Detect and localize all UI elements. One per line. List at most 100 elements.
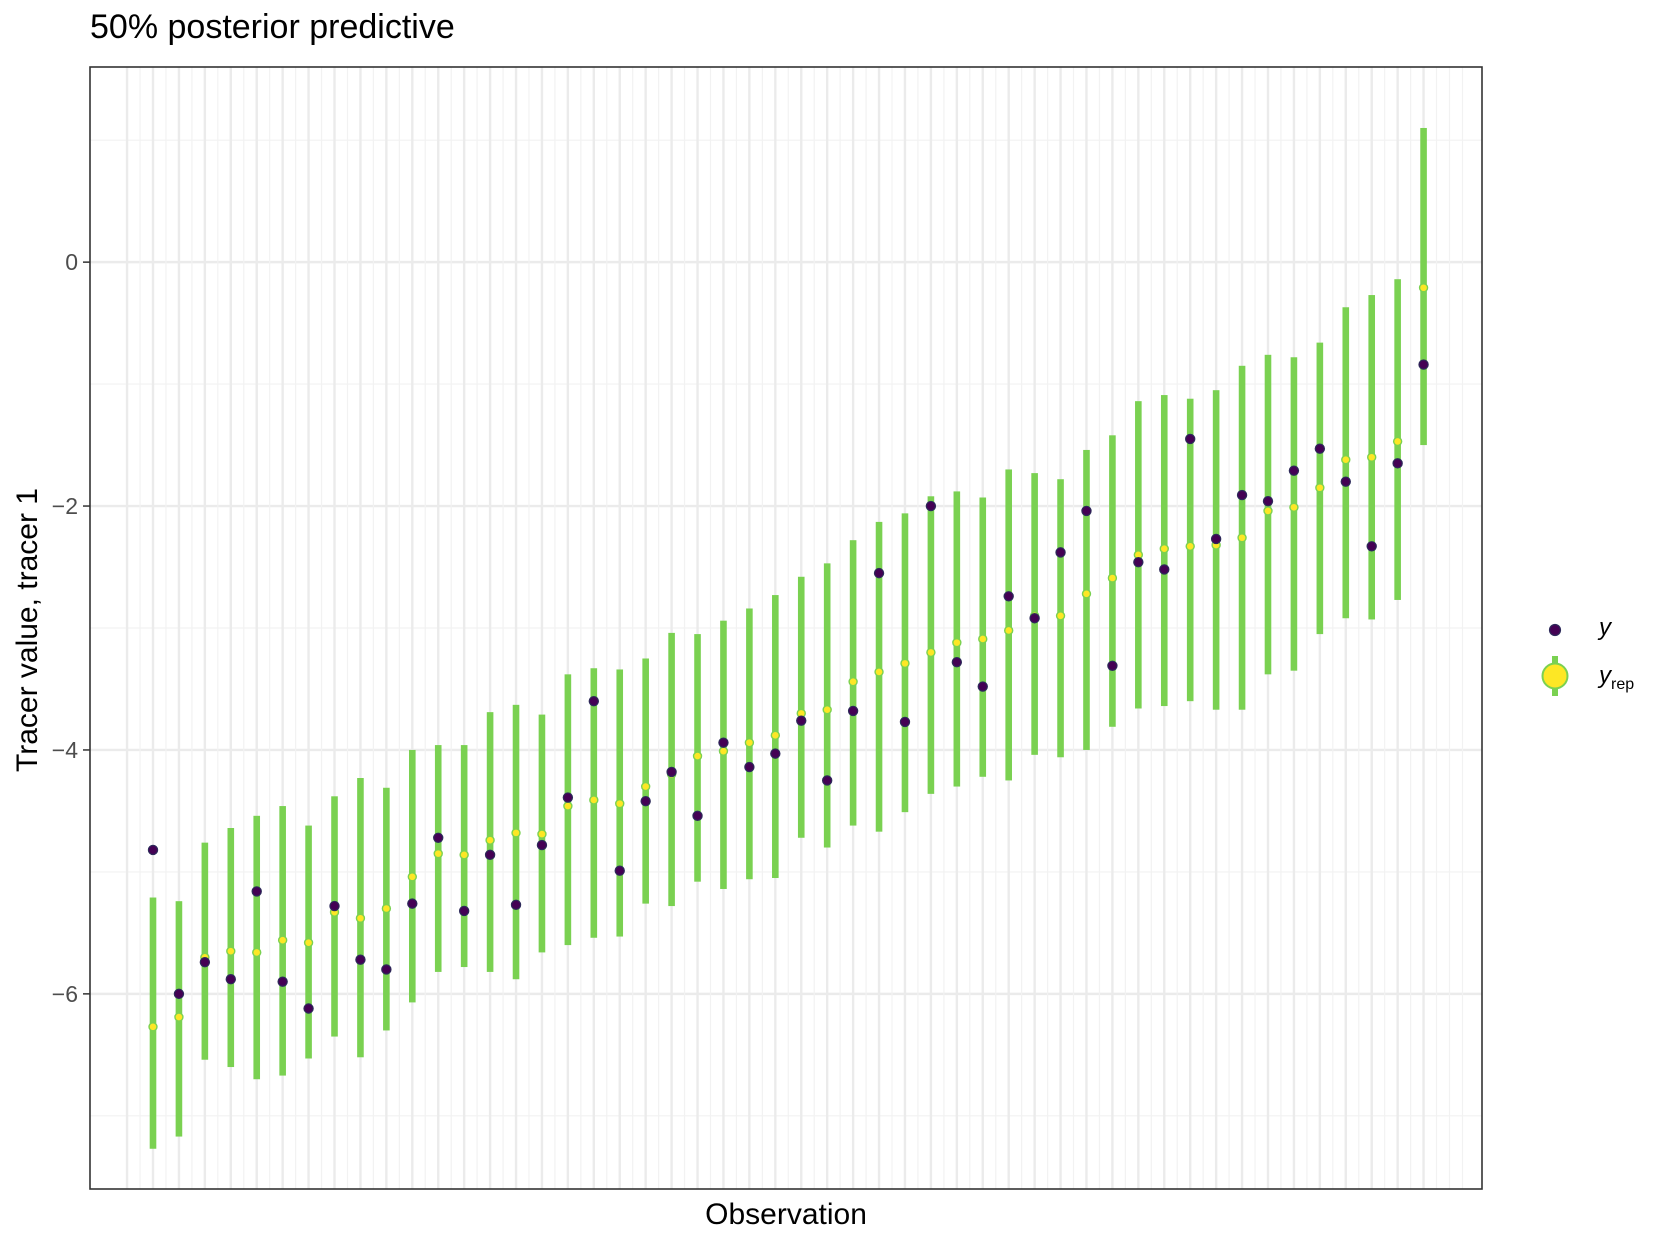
yrep-point: [433, 848, 443, 859]
yrep-interval-bar: [512, 704, 520, 980]
yrep-point: [1315, 483, 1325, 493]
yrep-point: [355, 913, 366, 923]
x-axis-label: Observation: [705, 1198, 867, 1231]
y-point: [899, 716, 911, 728]
y-point: [744, 761, 755, 773]
legend-y-point: [1548, 623, 1562, 637]
y-point: [718, 737, 729, 748]
y-point: [381, 964, 392, 975]
y-point: [588, 695, 600, 707]
y-point: [1262, 495, 1274, 507]
yrep-point: [1081, 589, 1092, 599]
yrep-point: [226, 946, 236, 956]
yrep-point: [589, 795, 599, 805]
legend-item-yrep: yrep: [1535, 656, 1655, 696]
y-tick-label: −2: [52, 493, 78, 519]
yrep-interval-bar: [797, 576, 805, 838]
y-point: [536, 839, 548, 851]
legend: y yrep: [1535, 610, 1655, 710]
yrep-point: [1418, 283, 1429, 293]
y-point: [873, 567, 885, 579]
yrep-point: [407, 872, 417, 882]
y-point: [1340, 476, 1351, 487]
y-point: [1210, 533, 1222, 545]
y-point: [1003, 591, 1014, 602]
y-point: [666, 766, 677, 778]
legend-key-yrep: [1541, 656, 1569, 696]
yrep-interval-bar: [1005, 469, 1012, 781]
yrep-point: [1341, 455, 1351, 465]
yrep-point: [926, 647, 936, 658]
y-point: [951, 656, 963, 668]
y-point: [225, 974, 236, 985]
yrep-point: [978, 634, 988, 644]
legend-item-y: y: [1535, 610, 1655, 650]
y-axis-label: Tracer value, tracer 1: [11, 488, 44, 772]
y-tick-label: −6: [52, 981, 78, 1007]
legend-key-y: [1548, 623, 1562, 637]
yrep-point: [692, 751, 703, 761]
y-point: [847, 705, 859, 717]
yrep-point: [1107, 573, 1118, 583]
yrep-point: [1159, 544, 1169, 554]
yrep-point: [148, 1022, 158, 1032]
y-point: [1184, 433, 1196, 445]
chart-title: 50% posterior predictive: [90, 8, 455, 46]
y-point: [1288, 465, 1300, 476]
yrep-point: [1237, 533, 1247, 543]
yrep-point: [640, 781, 651, 792]
y-point: [355, 954, 366, 965]
y-point: [484, 849, 496, 861]
yrep-interval-bar: [434, 745, 442, 972]
y-point: [303, 1003, 314, 1014]
legend-label-yrep: yrep: [1599, 662, 1634, 694]
y-point: [433, 832, 444, 843]
yrep-point: [381, 903, 392, 914]
y-point: [1107, 660, 1118, 672]
y-point: [562, 792, 574, 803]
yrep-point: [718, 746, 729, 756]
y-point: [692, 810, 703, 822]
y-point: [1029, 613, 1040, 624]
y-point: [1392, 458, 1403, 469]
legend-label-yrep-main: y: [1599, 662, 1611, 689]
yrep-interval-bar: [1083, 449, 1090, 750]
y-point: [329, 900, 340, 912]
yrep-point: [537, 829, 547, 839]
y-point: [821, 775, 833, 786]
y-point: [1055, 547, 1066, 558]
legend-label-y: y: [1599, 614, 1611, 641]
yrep-point: [459, 850, 469, 860]
yrep-interval-bar: [201, 842, 209, 1060]
y-point: [1081, 505, 1092, 517]
y-tick-label: 0: [65, 249, 78, 275]
yrep-point: [1289, 502, 1299, 512]
yrep-point: [822, 705, 832, 715]
y-point: [510, 899, 522, 911]
y-point: [147, 844, 159, 856]
yrep-point: [511, 828, 521, 838]
yrep-point: [563, 801, 573, 811]
y-point: [458, 905, 470, 917]
yrep-interval-bar: [642, 658, 649, 904]
yrep-point: [848, 676, 858, 687]
yrep-point: [615, 798, 625, 809]
yrep-point: [277, 935, 288, 945]
yrep-point: [770, 730, 781, 741]
yrep-interval-bar: [875, 521, 883, 832]
y-point: [1366, 541, 1377, 552]
yrep-point: [485, 835, 495, 845]
yrep-point: [1185, 541, 1195, 551]
yrep-point: [1263, 506, 1273, 516]
y-point: [770, 748, 781, 759]
y-point: [614, 865, 625, 876]
y-point: [277, 976, 288, 987]
yrep-point: [900, 658, 910, 669]
y-point: [977, 681, 988, 692]
yrep-point: [1003, 625, 1014, 636]
yrep-point: [1392, 436, 1403, 447]
y-point: [640, 795, 651, 807]
yrep-point: [952, 637, 962, 648]
yrep-interval-bar: [927, 496, 935, 794]
